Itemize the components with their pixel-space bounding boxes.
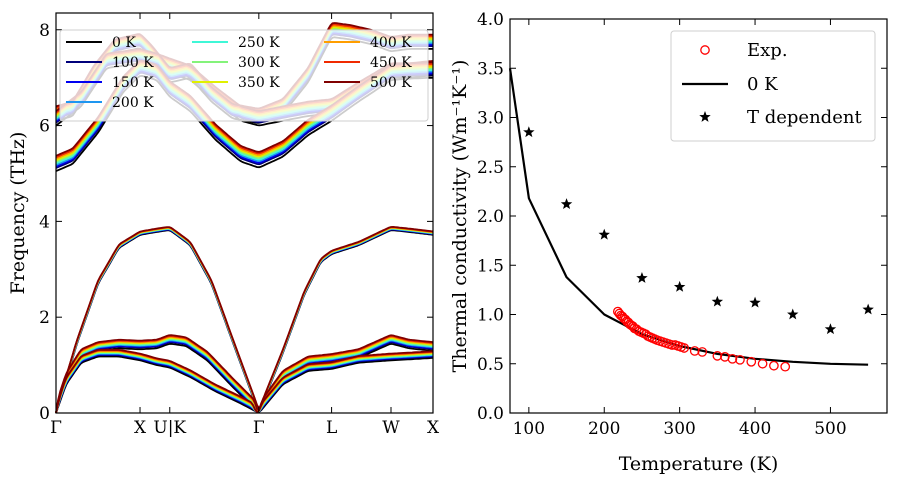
x-tick-label: X	[427, 418, 440, 438]
y-tick-label: 2.5	[477, 158, 504, 178]
thermal-conductivity-chart: 0.0 0.5 1.0 1.5 2.0 2.5 3.0 3.5 4.0 100 200 300 400 5…	[449, 10, 888, 475]
legend-swatch-exp	[700, 45, 710, 55]
legend-label: 300 K	[238, 55, 280, 71]
y-axis-label: Frequency (THz)	[7, 132, 29, 295]
legend-label: 0 K	[112, 35, 136, 51]
dispersion-line	[55, 353, 434, 414]
x-tick-label: 200	[588, 419, 620, 439]
x-tick-label: Γ	[50, 418, 62, 438]
legend-label: 150 K	[112, 75, 154, 91]
x-tick-label: 300	[663, 419, 695, 439]
t-dependent-point	[711, 295, 724, 307]
exp-point	[689, 346, 700, 356]
x-tick-label: 100	[513, 419, 545, 439]
legend-label: 400 K	[370, 35, 412, 51]
legend-label: 0 K	[747, 74, 778, 95]
y-tick-label: 1.5	[477, 256, 504, 276]
t-dependent-point	[673, 280, 686, 292]
y-tick-label: 2.0	[477, 207, 504, 227]
y-tick-label: 3.5	[477, 59, 504, 79]
dispersion-line	[55, 334, 434, 414]
legend-box	[670, 30, 876, 142]
y-tick-label: 0.0	[477, 404, 504, 424]
dispersion-line	[55, 226, 434, 414]
exp-points	[612, 306, 791, 372]
x-tick-label: Γ	[253, 418, 265, 438]
x-tick-label: 500	[814, 419, 846, 439]
exp-point	[712, 351, 723, 361]
t-dependent-points	[523, 126, 874, 335]
dispersion-line	[55, 348, 434, 414]
t-dependent-point	[787, 308, 799, 320]
t-dependent-point	[598, 228, 610, 240]
dispersion-line	[55, 355, 434, 414]
legend-box	[59, 29, 429, 122]
t-dependent-point	[560, 198, 573, 210]
t-dependent-point	[824, 323, 837, 335]
t-dependent-point	[636, 272, 648, 283]
legend-swatch-star	[699, 111, 711, 122]
exp-point	[727, 353, 738, 364]
legend: Exp. 0 K T dependent	[670, 30, 876, 142]
x-tick-label: U|K	[153, 418, 186, 438]
t-dependent-point	[749, 296, 761, 308]
legend-label: 350 K	[238, 75, 280, 91]
exp-point	[667, 340, 677, 350]
y-tick-label: 4.0	[477, 10, 504, 30]
exp-point	[697, 347, 708, 357]
legend-label: 200 K	[112, 95, 154, 111]
y-axis-label: Thermal conductivity (Wm⁻¹K⁻¹)	[449, 60, 471, 373]
legend-label: 450 K	[370, 55, 412, 71]
y-tick-label: 0.5	[477, 355, 504, 375]
x-axis-label: Temperature (K)	[619, 453, 779, 475]
exp-point	[769, 360, 779, 371]
exp-point	[735, 354, 745, 365]
t-dependent-point	[862, 303, 874, 315]
legend-label: T dependent	[747, 107, 862, 128]
legend-label: 100 K	[112, 55, 154, 71]
x-tick-label: L	[326, 418, 337, 438]
plot-frame	[55, 12, 434, 414]
x-tick-label: X	[134, 418, 147, 438]
x-tick-label: W	[382, 418, 400, 438]
t-dependent-point	[523, 126, 535, 138]
y-tick-label: 8	[39, 21, 50, 41]
y-tick-label: 3.0	[477, 109, 504, 129]
legend-label: Exp.	[747, 40, 788, 61]
y-tick-label: 4	[39, 212, 50, 232]
exp-point	[679, 343, 690, 353]
legend-label: 250 K	[238, 35, 280, 51]
phonon-dispersion-chart: 0 2 4 6 8 Γ X U|K Γ L W X Frequency (THz) 0 K 100 K 150…	[7, 12, 440, 438]
legend: 0 K 100 K 150 K 200 K 250 K 300 K 350 K 400 K 45…	[59, 29, 429, 122]
x-tick-label: 400	[739, 419, 771, 439]
y-tick-label: 2	[39, 308, 50, 328]
y-tick-label: 6	[39, 117, 50, 137]
exp-point	[757, 358, 768, 369]
exp-point	[746, 356, 757, 367]
exp-point	[780, 361, 791, 372]
y-tick-label: 0	[39, 404, 50, 424]
y-tick-label: 1.0	[477, 306, 504, 326]
legend-label: 500 K	[370, 75, 412, 91]
